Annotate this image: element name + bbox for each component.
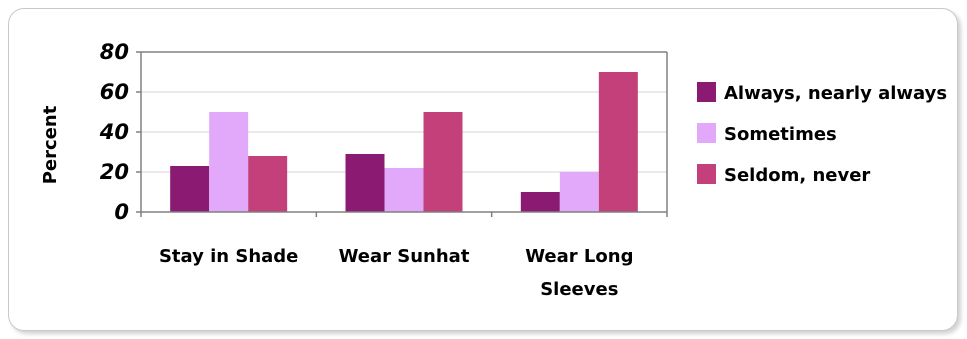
bar bbox=[424, 112, 463, 212]
y-tick-label: 40 bbox=[99, 120, 129, 144]
x-category-labels: Stay in Shade Wear Sunhat Wear Long Sleeves bbox=[159, 246, 634, 300]
bar bbox=[521, 192, 560, 212]
legend-swatch bbox=[697, 123, 716, 143]
y-tick-label: 60 bbox=[100, 80, 129, 104]
bars bbox=[170, 72, 638, 212]
y-tick-labels: 0 20 40 60 80 bbox=[99, 40, 129, 224]
bar bbox=[346, 154, 385, 212]
bar bbox=[560, 172, 599, 212]
legend-label: Sometimes bbox=[724, 124, 837, 145]
x-category-label: Wear Sunhat bbox=[339, 246, 470, 267]
legend-label: Always, nearly always bbox=[724, 83, 947, 104]
y-tick-label: 20 bbox=[100, 160, 129, 184]
legend-swatch bbox=[697, 164, 716, 184]
bar bbox=[209, 112, 248, 212]
legend-swatch bbox=[697, 82, 716, 102]
bar bbox=[385, 168, 424, 212]
bar bbox=[599, 72, 638, 212]
y-tick-label: 80 bbox=[100, 40, 129, 64]
bar bbox=[248, 156, 287, 212]
legend-label: Seldom, never bbox=[724, 165, 870, 186]
x-category-label: Sleeves bbox=[540, 279, 618, 300]
legend: Always, nearly always Sometimes Seldom, ne… bbox=[697, 82, 947, 186]
y-tick-label: 0 bbox=[114, 200, 129, 224]
y-axis-title: Percent bbox=[40, 105, 61, 184]
bar bbox=[170, 166, 209, 212]
x-category-label: Wear Long bbox=[525, 246, 633, 267]
x-category-label: Stay in Shade bbox=[159, 246, 298, 267]
